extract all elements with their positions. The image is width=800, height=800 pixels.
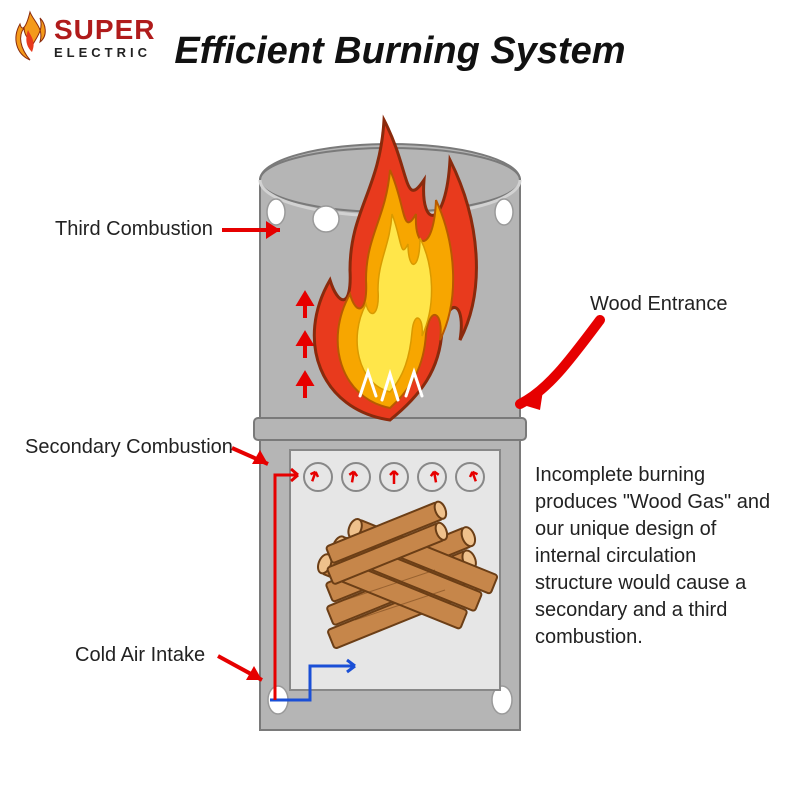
label-secondary: Secondary Combustion [25,436,233,459]
label-wood: Wood Entrance [590,293,728,316]
label-coldair: Cold Air Intake [75,644,205,667]
label-third: Third Combustion [55,218,213,241]
arrow-coldair [218,656,262,680]
description: Incomplete burning produces "Wood Gas" a… [535,462,775,651]
stove-diagram [0,0,800,800]
arrow-wood [520,320,600,410]
